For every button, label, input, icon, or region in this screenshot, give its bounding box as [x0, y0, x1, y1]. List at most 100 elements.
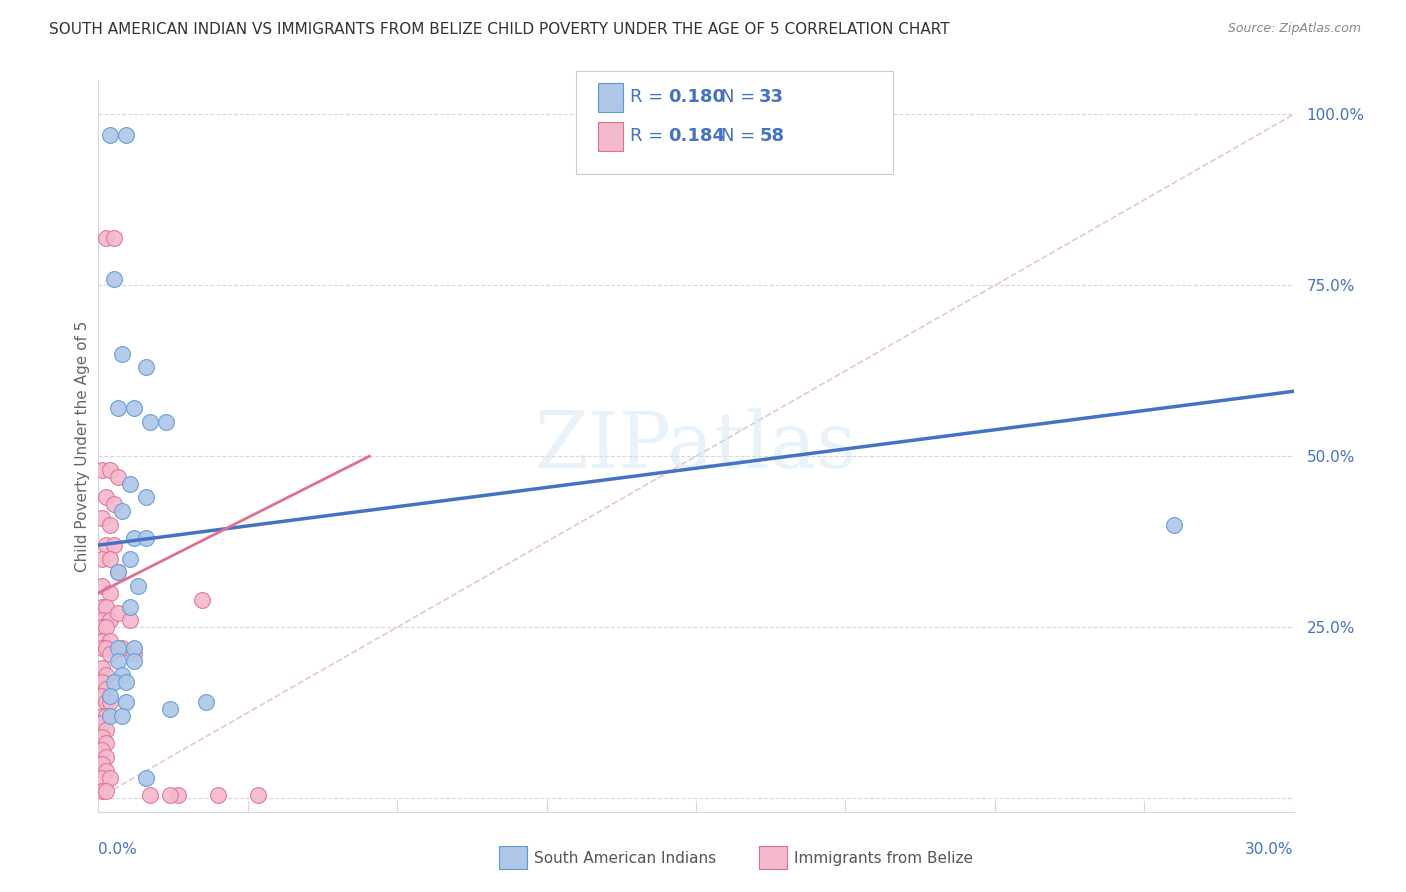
Point [96, 681, 118, 696]
Point [246, 788, 269, 802]
Text: South American Indians: South American Indians [534, 851, 717, 865]
Point [91, 715, 114, 730]
Point [124, 401, 146, 416]
Point [91, 613, 114, 627]
Text: R =: R = [630, 128, 669, 145]
Text: 58: 58 [759, 128, 785, 145]
Text: N =: N = [721, 88, 761, 106]
Point [107, 566, 129, 580]
Point [96, 230, 118, 244]
Point [155, 415, 177, 429]
Point [96, 750, 118, 764]
Point [91, 743, 114, 757]
Point [91, 689, 114, 703]
Point [98, 586, 122, 600]
Point [91, 463, 114, 477]
Text: 0.180: 0.180 [668, 88, 725, 106]
Point [107, 607, 129, 621]
Text: N =: N = [721, 128, 761, 145]
Point [98, 709, 122, 723]
Point [98, 689, 122, 703]
Point [135, 531, 157, 545]
Text: SOUTH AMERICAN INDIAN VS IMMIGRANTS FROM BELIZE CHILD POVERTY UNDER THE AGE OF 5: SOUTH AMERICAN INDIAN VS IMMIGRANTS FROM… [49, 22, 950, 37]
Point [98, 648, 122, 662]
Point [120, 599, 142, 614]
Point [91, 784, 114, 798]
Point [98, 633, 122, 648]
Point [91, 709, 114, 723]
Point [96, 599, 118, 614]
Point [96, 784, 118, 798]
Point [127, 579, 149, 593]
Point [120, 476, 142, 491]
Point [191, 592, 214, 607]
Point [91, 640, 114, 655]
Point [107, 640, 129, 655]
Point [107, 469, 129, 483]
Point [96, 695, 118, 709]
Point [107, 566, 129, 580]
Point [124, 531, 146, 545]
Point [96, 538, 118, 552]
Point [120, 613, 142, 627]
Point [98, 771, 122, 785]
Point [159, 788, 181, 802]
Text: R =: R = [630, 88, 669, 106]
Point [98, 613, 122, 627]
Point [167, 788, 190, 802]
Point [91, 730, 114, 744]
Point [96, 490, 118, 504]
Point [91, 756, 114, 771]
Point [111, 347, 134, 361]
Point [135, 360, 157, 375]
Text: 0.0%: 0.0% [98, 842, 138, 857]
Point [91, 633, 114, 648]
Point [135, 771, 157, 785]
Point [107, 654, 129, 668]
Point [96, 640, 118, 655]
Point [96, 736, 118, 750]
Point [96, 723, 118, 737]
Point [96, 764, 118, 778]
Text: ZIPatlas: ZIPatlas [534, 409, 858, 483]
Point [103, 271, 125, 285]
Point [111, 668, 134, 682]
Text: Immigrants from Belize: Immigrants from Belize [794, 851, 973, 865]
Point [124, 654, 146, 668]
Y-axis label: Child Poverty Under the Age of 5: Child Poverty Under the Age of 5 [75, 320, 90, 572]
Point [98, 695, 122, 709]
Point [139, 415, 162, 429]
Point [91, 599, 114, 614]
Point [115, 128, 138, 142]
Point [124, 648, 146, 662]
Point [96, 620, 118, 634]
Point [139, 788, 162, 802]
Text: 30.0%: 30.0% [1246, 842, 1294, 857]
Point [91, 674, 114, 689]
Point [96, 709, 118, 723]
Point [91, 510, 114, 524]
Point [91, 551, 114, 566]
Point [103, 497, 125, 511]
Point [103, 230, 125, 244]
Point [111, 504, 134, 518]
Point [111, 640, 134, 655]
Point [195, 695, 218, 709]
Point [111, 709, 134, 723]
Point [120, 551, 142, 566]
Point [91, 620, 114, 634]
Point [207, 788, 229, 802]
Point [103, 538, 125, 552]
Point [91, 771, 114, 785]
Point [91, 579, 114, 593]
Point [98, 517, 122, 532]
Point [98, 128, 122, 142]
Point [135, 490, 157, 504]
Point [115, 695, 138, 709]
Point [107, 401, 129, 416]
Point [124, 640, 146, 655]
Point [115, 674, 138, 689]
Point [96, 668, 118, 682]
Point [98, 463, 122, 477]
Text: 33: 33 [759, 88, 785, 106]
